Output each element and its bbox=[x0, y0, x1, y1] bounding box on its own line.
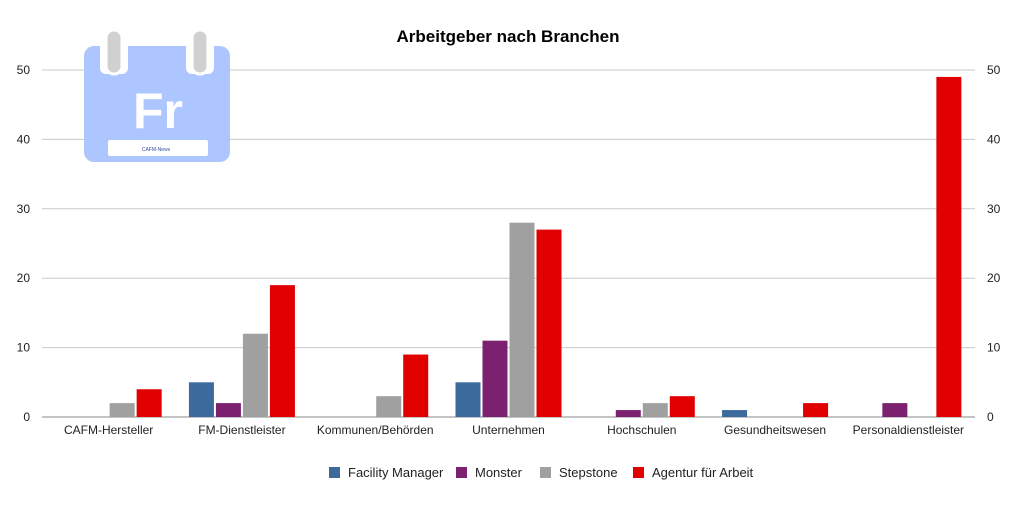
legend-label: Monster bbox=[475, 465, 523, 480]
legend-label: Stepstone bbox=[559, 465, 618, 480]
x-category-label: CAFM-Hersteller bbox=[64, 423, 153, 437]
legend-swatch bbox=[329, 467, 340, 478]
bar bbox=[536, 229, 562, 417]
calendar-logo-icon: Fr CAFM-News bbox=[84, 28, 230, 162]
bar bbox=[509, 222, 535, 417]
bar bbox=[242, 333, 268, 417]
bar bbox=[615, 410, 641, 417]
y-tick-label-right: 50 bbox=[987, 63, 1001, 77]
bar bbox=[722, 410, 748, 417]
bar bbox=[642, 403, 668, 417]
x-category-label: Unternehmen bbox=[472, 423, 545, 437]
legend-swatch bbox=[456, 467, 467, 478]
x-category-label: FM-Dienstleister bbox=[198, 423, 285, 437]
logo-ring-left-inner bbox=[104, 28, 124, 76]
y-tick-label-left: 50 bbox=[17, 63, 31, 77]
legend-swatch bbox=[633, 467, 644, 478]
logo-letters: Fr bbox=[133, 83, 183, 139]
bar bbox=[482, 340, 508, 417]
bar bbox=[803, 403, 829, 417]
y-tick-label-right: 0 bbox=[987, 410, 994, 424]
bar bbox=[403, 354, 429, 417]
y-tick-label-left: 10 bbox=[17, 341, 31, 355]
bar bbox=[109, 403, 135, 417]
bar bbox=[376, 396, 402, 417]
bar bbox=[882, 403, 908, 417]
legend-label: Facility Manager bbox=[348, 465, 444, 480]
bar bbox=[669, 396, 695, 417]
x-category-label: Gesundheitswesen bbox=[724, 423, 826, 437]
chart-title: Arbeitgeber nach Branchen bbox=[397, 27, 620, 46]
legend: Facility Manager Monster Stepstone Agentur … bbox=[329, 465, 754, 480]
bar bbox=[455, 382, 481, 417]
bar bbox=[188, 382, 214, 417]
logo-small-text: CAFM-News bbox=[142, 147, 171, 153]
x-category-label: Hochschulen bbox=[607, 423, 676, 437]
x-category-label: Personaldienstleister bbox=[853, 423, 964, 437]
y-tick-label-right: 30 bbox=[987, 202, 1001, 216]
x-category-label: Kommunen/Behörden bbox=[317, 423, 434, 437]
logo-background bbox=[84, 46, 230, 162]
bar bbox=[215, 403, 241, 417]
y-tick-label-left: 30 bbox=[17, 202, 31, 216]
logo-ring-right-inner bbox=[190, 28, 210, 76]
y-tick-label-right: 20 bbox=[987, 271, 1001, 285]
bar bbox=[936, 76, 962, 417]
y-tick-label-right: 10 bbox=[987, 341, 1001, 355]
bar bbox=[136, 389, 162, 417]
legend-label: Agentur für Arbeit bbox=[652, 465, 754, 480]
y-tick-label-left: 20 bbox=[17, 271, 31, 285]
logo-label-strip bbox=[108, 140, 208, 156]
y-tick-label-left: 40 bbox=[17, 132, 31, 146]
y-tick-label-left: 0 bbox=[23, 410, 30, 424]
category-labels: CAFM-Hersteller FM-Dienstleister Kommunen/… bbox=[64, 423, 964, 437]
legend-swatch bbox=[540, 467, 551, 478]
bars-layer bbox=[109, 76, 962, 417]
bar bbox=[269, 285, 295, 417]
y-tick-label-right: 40 bbox=[987, 132, 1001, 146]
